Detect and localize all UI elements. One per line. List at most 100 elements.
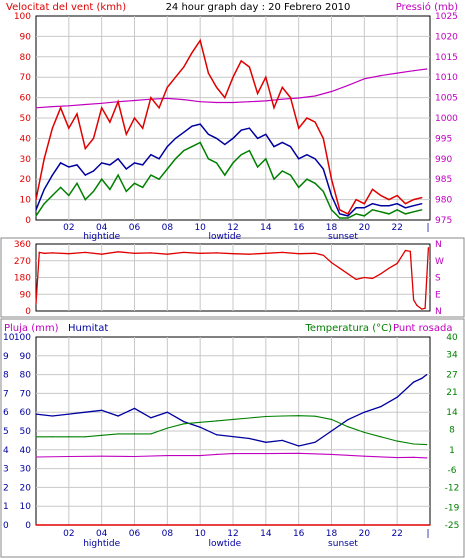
average-point: [371, 203, 374, 205]
humidity-point: [199, 426, 201, 428]
x-tick-label: 12: [227, 223, 238, 233]
temperature-point: [298, 415, 300, 417]
x-tick-label: 02: [63, 223, 74, 233]
pressure-y-tick-label: 980: [435, 196, 452, 206]
pressure-y-tick-label: 975: [435, 216, 452, 226]
humidity-point: [396, 396, 398, 398]
gust-point: [380, 194, 382, 197]
x-tick-label: 06: [129, 529, 141, 539]
gust-point: [355, 199, 357, 201]
minimum-point: [298, 186, 300, 188]
x-end-marker: |: [426, 223, 429, 233]
x-tick-label: 14: [260, 529, 272, 539]
minimum-point: [421, 209, 423, 211]
average-point: [257, 137, 259, 139]
minimum-point: [150, 174, 152, 176]
humidity-point: [314, 441, 316, 443]
pressure-point: [380, 75, 382, 77]
gust-point: [60, 107, 62, 109]
direction-point: [314, 252, 316, 254]
rain-y-tick-label: 2: [3, 483, 9, 493]
direction-point: [101, 253, 103, 255]
x-tick-label: 20: [359, 223, 371, 233]
rain-point: [429, 524, 431, 526]
humidity-point: [84, 411, 86, 413]
temperature-point: [314, 415, 316, 417]
temperature-point: [265, 415, 267, 418]
temperature-point: [380, 436, 382, 438]
temperature-point: [363, 431, 365, 433]
humidity-point: [363, 411, 365, 413]
tide-annotation: sunset: [328, 539, 358, 549]
average-point: [421, 203, 423, 205]
humidity-point: [380, 406, 382, 408]
rain-y-tick-label: 5: [3, 427, 9, 437]
average-point: [117, 158, 119, 160]
direction-point: [183, 251, 185, 253]
dew_point-point: [199, 455, 201, 457]
minimum-point: [101, 178, 103, 180]
gust-point: [421, 197, 423, 199]
direction-point: [133, 252, 136, 254]
gust-point: [248, 66, 250, 68]
pressure-point: [413, 70, 415, 72]
rain-y-tick-label: 9: [3, 352, 9, 362]
temperature-y-tick-label: -19: [445, 504, 460, 514]
gust-point: [413, 199, 415, 201]
minimum-point: [265, 158, 267, 160]
humidity-y-tick-label: 40: [20, 446, 32, 456]
temperature-point: [413, 443, 415, 445]
average-point: [51, 174, 54, 176]
gust-point: [396, 194, 398, 197]
humidity-y-tick-label: 0: [25, 521, 31, 531]
dewpoint-axis-title: Punt rosada: [393, 323, 452, 334]
average-point: [68, 166, 70, 168]
average-point: [347, 215, 349, 217]
temperature-y-tick-label: 27: [446, 371, 457, 381]
average-point: [183, 131, 185, 133]
average-point: [355, 207, 357, 209]
humidity-point: [35, 413, 37, 415]
temperature-point: [232, 418, 234, 420]
dew_point-point: [396, 457, 398, 459]
direction-point: [150, 252, 152, 254]
direction-y-tick-label: 360: [14, 240, 31, 250]
gust-point: [109, 121, 111, 123]
pressure-point: [101, 102, 103, 104]
average-point: [35, 209, 37, 211]
minimum-point: [68, 194, 70, 197]
minimum-point: [191, 146, 193, 148]
temperature-point: [35, 436, 37, 438]
temperature-point: [330, 418, 333, 420]
gust-point: [68, 127, 70, 129]
gust-point: [158, 107, 160, 109]
humidity-point: [232, 436, 234, 438]
gust-point: [191, 52, 193, 54]
temperature-point: [281, 415, 283, 417]
minimum-point: [133, 182, 136, 184]
minimum-point: [314, 182, 316, 184]
gust-point: [257, 92, 259, 95]
rain-y-tick-label: 3: [3, 465, 9, 475]
average-point: [298, 158, 300, 160]
minimum-point: [92, 190, 95, 192]
gust-point: [166, 86, 168, 88]
pressure-y-tick-label: 1000: [435, 114, 458, 124]
gust-point: [92, 137, 95, 139]
x-tick-label: 08: [162, 223, 174, 233]
gust-point: [117, 101, 119, 103]
minimum-point: [76, 182, 78, 184]
average-point: [199, 123, 201, 125]
average-point: [330, 194, 333, 197]
tide-annotation: hightide: [83, 232, 120, 242]
direction-point: [355, 278, 357, 280]
direction-point: [427, 247, 429, 249]
average-point: [101, 162, 103, 164]
chart-title: 24 hour graph day : 20 Febrero 2010: [166, 2, 351, 13]
temperature-point: [51, 436, 54, 438]
minimum-line: [35, 141, 422, 219]
wind-y-tick-label: 10: [20, 196, 32, 206]
direction-point: [298, 253, 300, 255]
humidity-y-tick-label: 50: [20, 427, 32, 437]
